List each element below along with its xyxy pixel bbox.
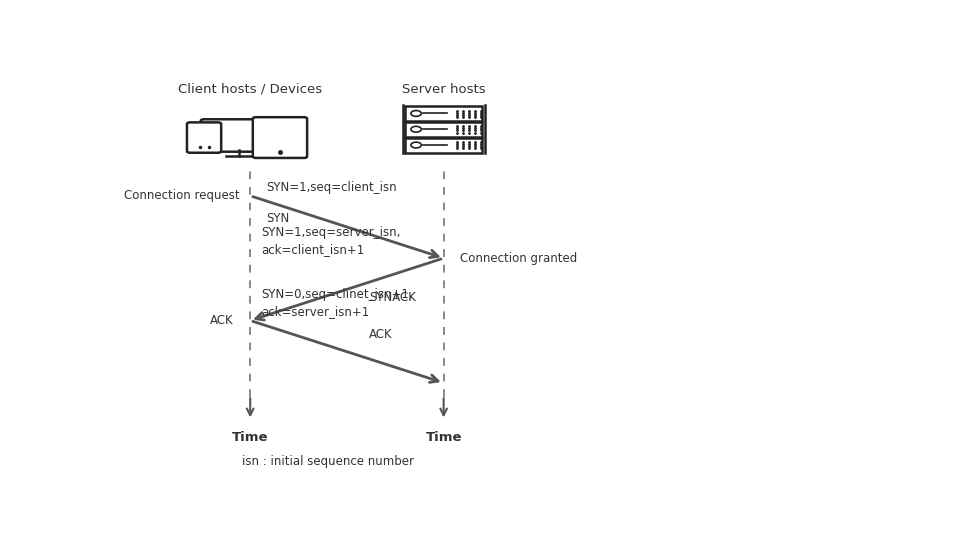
Text: isn : initial sequence number: isn : initial sequence number [242, 455, 415, 468]
Text: SYN=0,seq=clinet_isn+1,
ack=server_isn+1: SYN=0,seq=clinet_isn+1, ack=server_isn+1 [261, 288, 413, 319]
Text: Connection granted: Connection granted [460, 252, 577, 265]
Text: Connection request: Connection request [124, 190, 239, 202]
FancyBboxPatch shape [187, 123, 221, 153]
Text: SYN=1,seq=server_isn,
ack=client_isn+1: SYN=1,seq=server_isn, ack=client_isn+1 [261, 226, 400, 256]
Text: Server hosts: Server hosts [402, 83, 486, 96]
Text: SYNACK: SYNACK [370, 292, 416, 305]
FancyBboxPatch shape [405, 122, 482, 137]
FancyBboxPatch shape [405, 138, 482, 152]
Text: ACK: ACK [210, 314, 234, 327]
Text: SYN=1,seq=client_isn: SYN=1,seq=client_isn [267, 181, 397, 194]
Text: Client hosts / Devices: Client hosts / Devices [179, 83, 323, 96]
FancyBboxPatch shape [252, 117, 307, 158]
Text: ACK: ACK [370, 328, 393, 341]
FancyBboxPatch shape [201, 119, 277, 152]
FancyBboxPatch shape [405, 106, 482, 121]
Text: Time: Time [232, 431, 269, 444]
Text: SYN: SYN [267, 212, 290, 225]
Circle shape [411, 142, 421, 148]
Text: Time: Time [425, 431, 462, 444]
Circle shape [411, 126, 421, 132]
Circle shape [411, 111, 421, 116]
